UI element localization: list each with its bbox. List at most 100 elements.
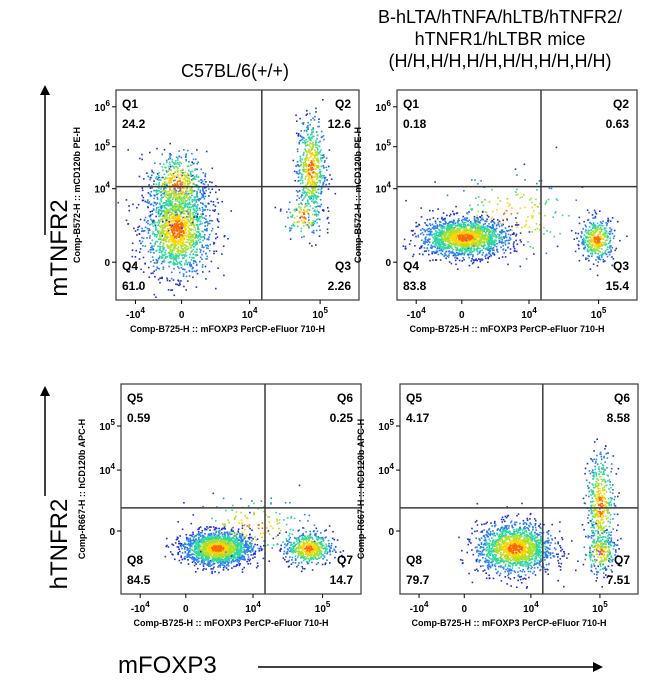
event-dot [586,250,589,252]
event-dot [472,245,475,247]
event-dot [144,245,147,247]
event-dot [190,259,193,261]
event-dot [179,177,181,180]
event-dot [182,231,185,233]
event-dot [222,245,225,247]
event-dot [208,233,211,236]
event-dot [190,265,193,267]
event-cloud [117,99,337,298]
event-dot [177,246,180,248]
event-dot [154,243,156,246]
event-dot [304,159,306,161]
event-dot [500,241,502,243]
event-dot [473,245,476,248]
event-dot [284,225,287,228]
event-dot [504,234,507,237]
event-dot [585,237,588,239]
event-dot [582,254,584,257]
event-dot [188,256,191,258]
event-dot [204,234,206,236]
event-dot [465,225,467,227]
event-dot [492,235,494,237]
event-dot [179,238,182,241]
event-dot [450,225,453,228]
event-dot [587,231,589,233]
event-dot [599,258,602,261]
event-dot [290,227,293,230]
event-dot [167,170,169,173]
event-dot [172,234,175,236]
event-dot [460,249,463,251]
event-dot [303,208,305,211]
event-dot [429,259,431,262]
event-dot [221,200,223,203]
event-dot [193,211,195,214]
event-dot [601,228,603,230]
event-dot [502,244,504,247]
event-dot [452,236,455,238]
event-dot [163,148,166,151]
event-dot [510,213,513,215]
event-dot [156,196,159,199]
event-dot [193,204,196,207]
event-dot [152,219,154,221]
event-dot [182,212,184,214]
event-dot [207,222,209,225]
event-dot [312,220,314,222]
event-dot [449,235,452,238]
event-dot [295,199,298,201]
event-dot [502,223,504,226]
event-dot [420,207,422,209]
event-dot [468,243,470,245]
event-dot [169,254,172,256]
event-dot [498,240,501,242]
event-dot [303,163,305,166]
event-dot [294,208,296,211]
event-dot [288,208,290,211]
event-dot [184,210,187,212]
event-dot [204,195,207,198]
event-dot [170,211,173,214]
event-dot [184,263,186,266]
event-dot [468,236,471,238]
event-dot [172,173,175,176]
event-dot [307,221,310,224]
event-dot [319,168,321,171]
event-dot [194,196,197,198]
event-dot [455,248,457,251]
event-dot [151,213,154,215]
event-dot [304,142,307,145]
event-dot [178,209,181,211]
event-dot [155,183,158,186]
event-dot [312,146,314,148]
event-dot [600,222,603,224]
event-dot [492,210,494,213]
event-dot [206,229,208,232]
event-dot [491,233,493,235]
event-dot [195,251,198,253]
event-dot [191,170,194,173]
event-dot [175,222,178,225]
event-dot [443,227,445,229]
y-tick-label: 106 [94,99,110,114]
event-dot [313,160,316,162]
event-dot [172,236,175,239]
event-dot [598,258,600,260]
event-dot [166,204,169,206]
event-dot [177,218,179,221]
event-dot [192,241,195,244]
event-dot [483,230,485,232]
event-dot [583,237,585,240]
event-dot [153,222,156,225]
event-dot [504,244,507,246]
event-dot [136,234,138,236]
event-dot [592,240,594,243]
event-dot [513,250,516,252]
event-dot [300,219,303,222]
event-dot [182,172,185,175]
event-dot [165,220,167,222]
event-dot [432,225,435,228]
event-dot [470,232,473,234]
event-dot [442,246,445,248]
event-dot [174,253,177,255]
